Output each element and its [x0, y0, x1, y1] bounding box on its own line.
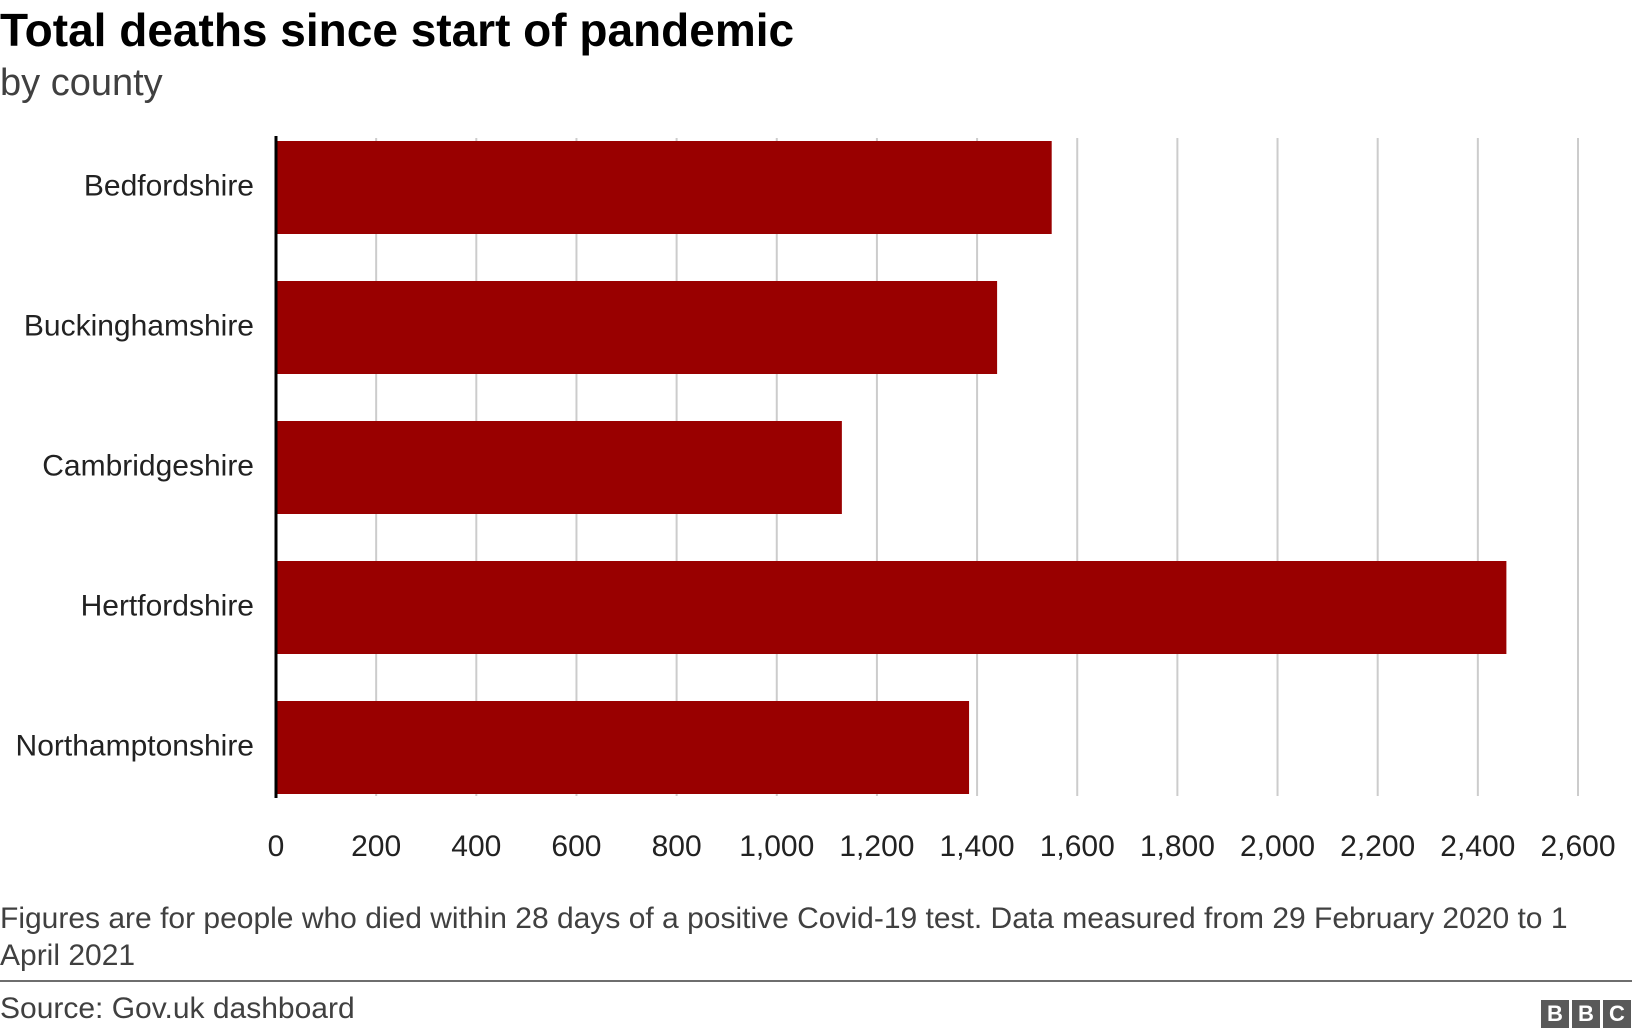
tick-label: 1,200 [839, 830, 914, 860]
tick-label: 2,600 [1540, 830, 1615, 860]
bar [276, 141, 1052, 234]
tick-label: 600 [551, 830, 601, 860]
chart-footnote: Figures are for people who died within 2… [0, 902, 1568, 972]
category-label: Cambridgeshire [42, 449, 254, 482]
tick-label: 2,200 [1340, 830, 1415, 860]
category-label: Hertfordshire [81, 589, 254, 622]
chart-title: Total deaths since start of pandemic [0, 4, 795, 56]
bar [276, 421, 842, 514]
tick-label: 2,400 [1440, 830, 1515, 860]
tick-label: 400 [451, 830, 501, 860]
chart-subtitle: by county [0, 62, 163, 104]
tick-label: 200 [351, 830, 401, 860]
bbc-logo: B B C [1541, 1000, 1631, 1028]
tick-label: 1,800 [1140, 830, 1215, 860]
tick-label: 800 [652, 830, 702, 860]
category-label: Northamptonshire [16, 729, 254, 762]
bbc-logo-block: B [1541, 1000, 1569, 1028]
bar [276, 561, 1507, 654]
tick-label: 1,600 [1040, 830, 1115, 860]
category-label: Buckinghamshire [24, 309, 254, 342]
tick-label: 2,000 [1240, 830, 1315, 860]
footer-divider [0, 980, 1632, 982]
bar-chart: Bedfordshire Buckinghamshire Cambridgeshir… [16, 136, 1616, 860]
bar [276, 281, 998, 374]
tick-label: 1,400 [940, 830, 1015, 860]
bbc-logo-block: B [1572, 1000, 1600, 1028]
bar [276, 701, 970, 794]
category-label: Bedfordshire [84, 169, 254, 202]
tick-label: 1,000 [739, 830, 814, 860]
bbc-logo-block: C [1603, 1000, 1631, 1028]
tick-label: 0 [268, 830, 285, 860]
source-credit: Source: Gov.uk dashboard [0, 992, 355, 1025]
